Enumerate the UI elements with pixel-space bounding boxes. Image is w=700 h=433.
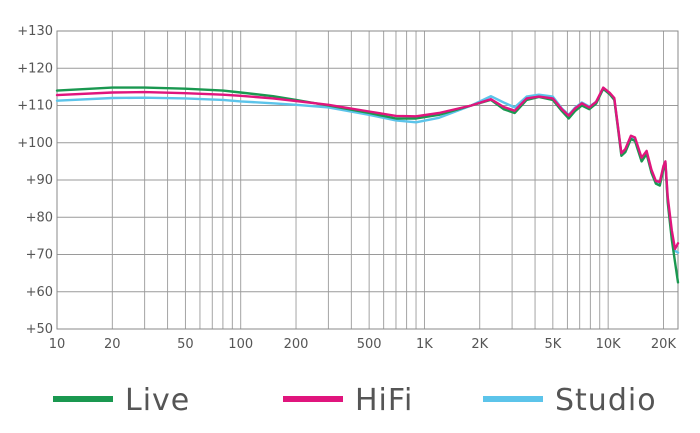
legend-label: Studio [555, 383, 657, 418]
y-tick-label: +60 [26, 285, 53, 300]
x-tick-label: 1K [416, 337, 433, 352]
series-line-live [55, 86, 680, 284]
y-tick-label: +120 [17, 61, 53, 76]
x-tick-label: 2K [471, 337, 488, 352]
y-tick-label: +90 [26, 173, 53, 188]
y-tick-label: +110 [17, 99, 53, 114]
legend-item-studio: Studio [483, 383, 657, 418]
legend-item-hifi: HiFi [283, 383, 413, 418]
x-tick-label: 50 [177, 337, 194, 352]
legend-item-live: Live [53, 383, 190, 418]
x-tick-label: 5K [544, 337, 561, 352]
x-tick-label: 20K [651, 337, 677, 352]
y-tick-label: +50 [26, 322, 53, 337]
grid [56, 30, 679, 330]
series-lines [55, 86, 680, 284]
x-tick-label: 500 [357, 337, 382, 352]
plot-frame [56, 30, 679, 330]
y-tick-label: +70 [26, 248, 53, 263]
x-tick-label: 200 [284, 337, 309, 352]
y-tick-label: +80 [26, 210, 53, 225]
x-tick-label: 10K [596, 337, 622, 352]
series-line-hifi [55, 86, 680, 251]
legend-label: Live [125, 383, 190, 418]
legend-label: HiFi [355, 383, 413, 418]
x-tick-label: 100 [228, 337, 253, 352]
y-tick-label: +100 [17, 136, 53, 151]
y-tick-label: +130 [17, 24, 53, 39]
x-tick-label: 10 [49, 337, 66, 352]
legend: Live HiFi Studio [53, 383, 657, 418]
x-tick-label: 20 [104, 337, 121, 352]
